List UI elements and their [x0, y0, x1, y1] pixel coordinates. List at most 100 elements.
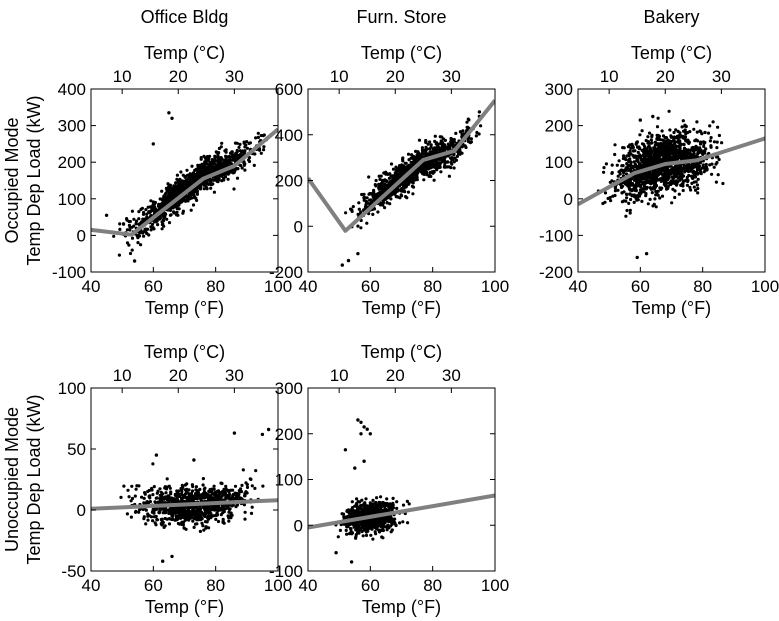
scatter-point [356, 224, 360, 228]
x-tick-label: 80 [206, 277, 225, 296]
scatter-point [146, 518, 150, 522]
scatter-point [672, 180, 676, 184]
scatter-point [450, 137, 454, 141]
scatter-point [254, 136, 258, 140]
scatter-point [698, 161, 703, 165]
scatter-point [134, 487, 138, 491]
scatter-point [655, 192, 659, 196]
scatter-point [646, 174, 650, 178]
scatter-point [132, 259, 137, 263]
scatter-point [710, 162, 714, 166]
scatter-point [360, 192, 364, 197]
scatter-point [681, 142, 685, 146]
scatter-point [647, 131, 652, 135]
scatter-point [389, 162, 394, 166]
scatter-point [709, 144, 713, 148]
scatter-point [624, 214, 628, 218]
scatter-point [170, 554, 174, 559]
scatter-point [633, 174, 638, 178]
scatter-point [143, 229, 147, 233]
scatter-point [368, 191, 372, 196]
top-x-tick-label: 30 [225, 366, 244, 385]
scatter-point [195, 172, 200, 176]
scatter-point [191, 203, 196, 207]
scatter-point [636, 154, 640, 158]
scatter-point [205, 167, 209, 171]
scatter-point [692, 153, 696, 157]
scatter-point [660, 146, 665, 150]
scatter-point [164, 212, 168, 216]
scatter-point [672, 130, 676, 135]
scatter-point [602, 170, 606, 174]
scatter-point [126, 488, 130, 492]
scatter-point [701, 140, 706, 144]
scatter-point [149, 228, 153, 232]
x-tick-label: 80 [693, 277, 712, 296]
y-tick-label: 100 [58, 379, 86, 398]
scatter-point [669, 143, 673, 147]
scatter-point [435, 164, 439, 168]
scatter-point [207, 526, 211, 530]
scatter-point [240, 483, 244, 487]
scatter-point [460, 151, 464, 155]
scatter-point [161, 559, 165, 563]
scatter-point [214, 517, 218, 522]
x-tick-label: 60 [631, 277, 650, 296]
scatter-point [216, 509, 220, 513]
scatter-point [240, 166, 244, 170]
scatter-point [140, 495, 144, 499]
scatter-point [624, 158, 628, 162]
scatter-point [133, 494, 137, 498]
scatter-point [640, 158, 645, 162]
scatter-point [238, 490, 242, 494]
scatter-point [158, 206, 162, 210]
scatter-point [239, 163, 243, 168]
scatter-point [385, 179, 389, 184]
scatter-point [404, 178, 409, 182]
scatter-point [195, 522, 199, 526]
scatter-point [169, 517, 173, 521]
scatter-point [186, 198, 190, 202]
scatter-point [676, 129, 680, 133]
scatter-point [652, 202, 656, 206]
scatter-point [643, 146, 647, 151]
scatter-point [675, 134, 680, 138]
scatter-point [139, 207, 143, 211]
scatter-point [129, 499, 133, 503]
scatter-point [163, 194, 167, 198]
scatter-point [176, 492, 180, 496]
axes-box [90, 88, 279, 273]
scatter-point [162, 525, 166, 530]
scatter-point [677, 144, 681, 148]
scatter-point [701, 163, 705, 167]
scatter-point [209, 186, 213, 190]
scatter-point [205, 155, 209, 159]
scatter-point [717, 133, 722, 138]
x-tick-label: 40 [299, 277, 318, 296]
scatter-point [442, 156, 446, 160]
scatter-point [240, 497, 244, 501]
scatter-point [364, 533, 369, 538]
scatter-point [621, 184, 625, 188]
scatter-point [681, 129, 686, 133]
scatter-point [632, 200, 636, 204]
y-tick-label: -50 [61, 562, 86, 581]
fit-line [308, 99, 495, 233]
x-tick-label: 60 [144, 576, 163, 595]
scatter-point [225, 155, 229, 159]
scatter-point [180, 183, 184, 187]
scatter-point [425, 152, 429, 156]
scatter-point [479, 124, 483, 128]
scatter-points [596, 109, 725, 260]
scatter-point [660, 172, 664, 176]
scatter-point [628, 208, 632, 212]
scatter-point [187, 180, 191, 184]
scatter-point [672, 136, 676, 140]
y-tick-label: 300 [58, 117, 86, 136]
scatter-point [645, 178, 649, 182]
scatter-point [404, 161, 408, 165]
scatter-point [183, 492, 188, 496]
scatter-point [402, 164, 406, 169]
scatter-point [615, 163, 619, 167]
